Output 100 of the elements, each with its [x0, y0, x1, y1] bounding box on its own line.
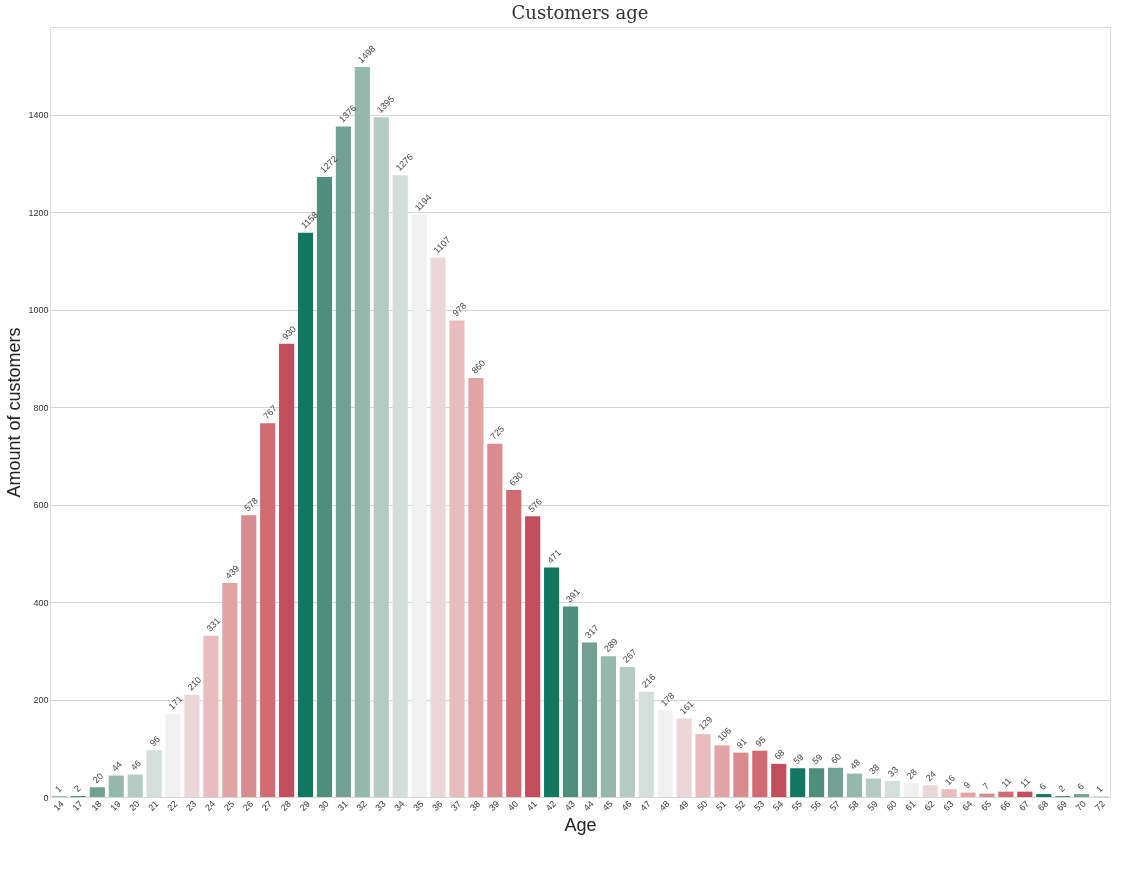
data-label: 1 — [1094, 783, 1105, 795]
data-label: 1 — [53, 783, 64, 795]
x-tick-label: 57 — [827, 798, 842, 813]
data-label: 11 — [1018, 775, 1033, 790]
x-tick-label: 65 — [979, 798, 994, 813]
chart-title: Customers age — [511, 2, 649, 23]
x-tick-label: 53 — [752, 798, 767, 813]
bar — [525, 516, 541, 797]
x-tick-label: 25 — [222, 798, 237, 813]
data-label: 59 — [791, 751, 806, 767]
x-tick-label: 21 — [146, 798, 161, 813]
bar — [790, 768, 806, 797]
data-label: 59 — [810, 751, 825, 767]
x-tick-label: 56 — [808, 798, 823, 813]
data-label: 725 — [488, 423, 507, 442]
y-tick-label: 200 — [33, 695, 49, 706]
y-axis-title: Amount of customers — [4, 327, 25, 498]
bar — [960, 792, 976, 797]
y-tick-label: 1400 — [28, 110, 49, 121]
data-label: 267 — [620, 647, 639, 665]
y-tick-label: 600 — [33, 500, 49, 511]
x-tick-label: 58 — [846, 798, 861, 813]
bar — [430, 257, 446, 797]
data-label: 2 — [1056, 783, 1067, 794]
x-tick-label: 29 — [297, 798, 312, 813]
x-tick-label: 42 — [543, 798, 558, 813]
data-label: 6 — [1075, 781, 1086, 792]
bar — [809, 768, 825, 797]
bar — [1036, 794, 1052, 797]
bar — [714, 745, 730, 797]
data-label: 129 — [696, 714, 715, 733]
x-tick-label: 68 — [1035, 798, 1051, 813]
bar — [544, 567, 560, 797]
data-label: 930 — [280, 323, 298, 342]
y-tick-label: 800 — [33, 402, 49, 413]
bar — [998, 791, 1014, 797]
data-label: 46 — [128, 758, 143, 773]
bar — [506, 489, 522, 797]
data-label: 6 — [1037, 781, 1048, 792]
x-tick-label: 34 — [392, 798, 407, 813]
bar — [676, 718, 692, 797]
x-tick-label: 54 — [770, 798, 786, 813]
y-tick-label: 1000 — [28, 305, 49, 316]
bar — [922, 785, 938, 797]
x-tick-label: 62 — [922, 798, 937, 813]
bar — [297, 232, 314, 797]
x-tick-label: 47 — [638, 798, 653, 813]
x-tick-label: 28 — [278, 798, 293, 813]
data-label: 91 — [734, 736, 749, 751]
bar — [619, 666, 635, 797]
x-tick-label: 45 — [600, 798, 615, 813]
data-label: 860 — [469, 358, 488, 376]
x-tick-label: 38 — [468, 798, 483, 813]
bar — [979, 793, 995, 797]
x-tick-label: 40 — [505, 798, 521, 813]
y-tick-label: 400 — [33, 597, 49, 608]
bar — [846, 773, 863, 797]
bar — [600, 656, 616, 797]
x-tick-label: 36 — [430, 798, 445, 813]
bar — [373, 117, 389, 797]
x-tick-label: 41 — [524, 798, 540, 813]
data-label: 60 — [829, 751, 844, 766]
data-label: 48 — [848, 757, 863, 772]
bar — [449, 320, 465, 797]
bar — [865, 778, 881, 797]
x-tick-label: 64 — [960, 798, 975, 813]
data-label: 216 — [639, 671, 658, 690]
bar — [1017, 791, 1033, 797]
x-tick-label: 50 — [695, 798, 710, 813]
bar — [184, 694, 200, 797]
data-label: 471 — [545, 547, 563, 566]
x-tick-label: 37 — [449, 798, 464, 813]
x-tick-label: 43 — [562, 798, 577, 813]
data-label: 2 — [72, 783, 83, 794]
x-tick-label: 66 — [998, 798, 1013, 813]
bar — [827, 767, 844, 797]
x-tick-label: 26 — [240, 798, 256, 813]
x-tick-label: 70 — [1073, 798, 1088, 813]
bar — [222, 583, 238, 797]
x-axis-title: Age — [564, 814, 597, 835]
data-label: 95 — [753, 734, 768, 749]
x-tick-label: 32 — [354, 798, 369, 813]
x-tick-label: 63 — [941, 798, 956, 813]
bar — [260, 423, 276, 797]
data-label: 289 — [602, 636, 620, 655]
bar — [1074, 794, 1090, 797]
data-label: 16 — [942, 772, 957, 788]
x-tick-label: 20 — [127, 798, 142, 813]
data-label: 767 — [261, 403, 280, 422]
x-tick-label: 33 — [373, 798, 388, 813]
x-tick-label: 44 — [581, 798, 596, 813]
data-label: 96 — [147, 733, 162, 749]
bar — [468, 377, 484, 797]
data-label: 44 — [109, 759, 125, 774]
x-tick-label: 35 — [411, 798, 426, 813]
bar — [165, 713, 181, 797]
bar — [657, 710, 673, 797]
bar — [562, 606, 579, 797]
x-tick-label: 61 — [903, 798, 918, 813]
data-label: 630 — [507, 470, 526, 488]
